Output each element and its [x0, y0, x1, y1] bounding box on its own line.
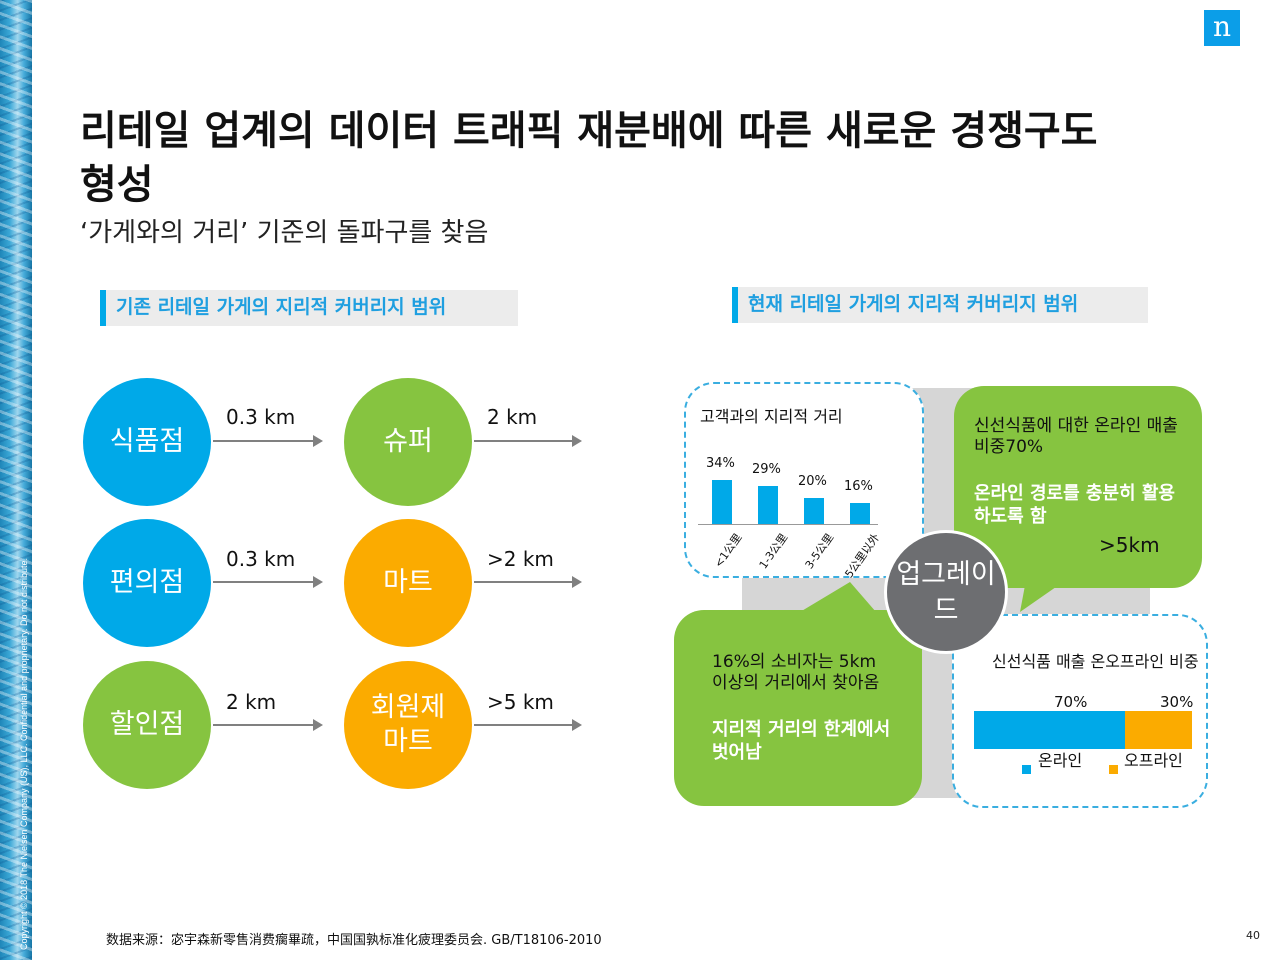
online-share-bar	[974, 711, 1125, 749]
supermarket-distance: 2 km	[487, 405, 538, 429]
online-sales-text: 신선식품에 대한 온라인 매출 비중70%	[974, 416, 1178, 457]
callout-tail	[800, 582, 876, 612]
convenience-distance: 0.3 km	[226, 547, 296, 571]
distance-bar-category: <1公里	[711, 531, 745, 570]
offline-legend-swatch	[1109, 765, 1118, 774]
copyright-text: Copyright © 2018 The Nielsen Company (US…	[19, 558, 29, 950]
right-section-header: 현재 리테일 가게의 지리적 커버리지 범위	[732, 287, 1148, 323]
source-note: 数据来源：宓宇森新零售消费瘸畢疏，中国国孰标准化疲理委员会. GB/T18106…	[106, 933, 602, 948]
distance-bar-value: 34%	[706, 456, 735, 471]
nielsen-logo: n	[1204, 10, 1240, 46]
online-legend-label: 온라인	[1038, 751, 1083, 770]
slide-subtitle: ‘가게와의 거리’ 기준의 돌파구를 찾음	[80, 218, 489, 248]
grocery-distance: 0.3 km	[226, 405, 296, 429]
page-number: 40	[1246, 929, 1260, 942]
distance-bar-value: 29%	[752, 462, 781, 477]
arrow-right-icon	[474, 435, 582, 447]
membership-mart-circle: 회원제 마트	[344, 661, 472, 789]
distance-bar	[850, 503, 870, 524]
arrow-right-icon	[213, 435, 323, 447]
mart-circle: 마트	[344, 519, 472, 647]
arrow-right-icon	[213, 719, 323, 731]
membership-mart-distance: >5 km	[487, 690, 554, 714]
offline-share-bar	[1125, 711, 1192, 749]
distance-bar-value: 20%	[798, 474, 827, 489]
offline-percent-label: 30%	[1160, 693, 1194, 711]
left-section-header: 기존 리테일 가게의 지리적 커버리지 범위	[100, 290, 518, 326]
distance-bar	[712, 480, 732, 524]
online-legend-swatch	[1022, 765, 1031, 774]
distance-bar-value: 16%	[844, 479, 873, 494]
upgrade-badge: 업그레이드	[884, 530, 1008, 654]
chart-baseline	[698, 524, 878, 525]
supermarket-circle: 슈퍼	[344, 378, 472, 506]
convenience-store-circle: 편의점	[83, 519, 211, 647]
distance-bar	[758, 486, 778, 524]
distance-bar-category: 3-5公里	[802, 531, 837, 572]
distance-5km-label: >5km	[1099, 533, 1160, 557]
distance-chart-panel: 고객과의 지리적 거리 34% <1公里 29% 1-3公里 20% 3-5公里 16% 5公…	[684, 382, 924, 581]
distance-bar	[804, 498, 824, 524]
arrow-right-icon	[474, 719, 582, 731]
consumer-distance-callout: 16%의 소비자는 5km 이상의 거리에서 찾아옴 지리적 거리의 한계에서 …	[674, 610, 922, 806]
arrow-right-icon	[474, 576, 582, 588]
slide-title: 리테일 업계의 데이터 트래픽 재분배에 따른 새로운 경쟁구도 형성	[80, 108, 1098, 208]
discount-store-circle: 할인점	[83, 661, 211, 789]
callout-tail	[1020, 580, 1066, 612]
sidebar-texture: Copyright © 2018 The Nielsen Company (US…	[0, 0, 32, 960]
online-percent-label: 70%	[1054, 693, 1088, 711]
grocery-store-circle: 식품점	[83, 378, 211, 506]
consumer-distance-text: 16%의 소비자는 5km 이상의 거리에서 찾아옴	[712, 652, 880, 693]
discount-distance: 2 km	[226, 690, 277, 714]
distance-limit-text: 지리적 거리의 한계에서 벗어남	[712, 719, 891, 763]
distance-bar-category: 1-3公里	[756, 531, 791, 572]
online-channel-text: 온라인 경로를 충분히 활용하도록 함	[974, 483, 1175, 527]
mart-distance: >2 km	[487, 547, 554, 571]
arrow-right-icon	[213, 576, 323, 588]
distance-chart-title: 고객과의 지리적 거리	[700, 407, 843, 426]
ratio-panel-title: 신선식품 매출 온오프라인 비중	[992, 652, 1199, 671]
distance-bar-category: 5公里以外	[842, 531, 883, 581]
offline-legend-label: 오프라인	[1124, 751, 1183, 770]
